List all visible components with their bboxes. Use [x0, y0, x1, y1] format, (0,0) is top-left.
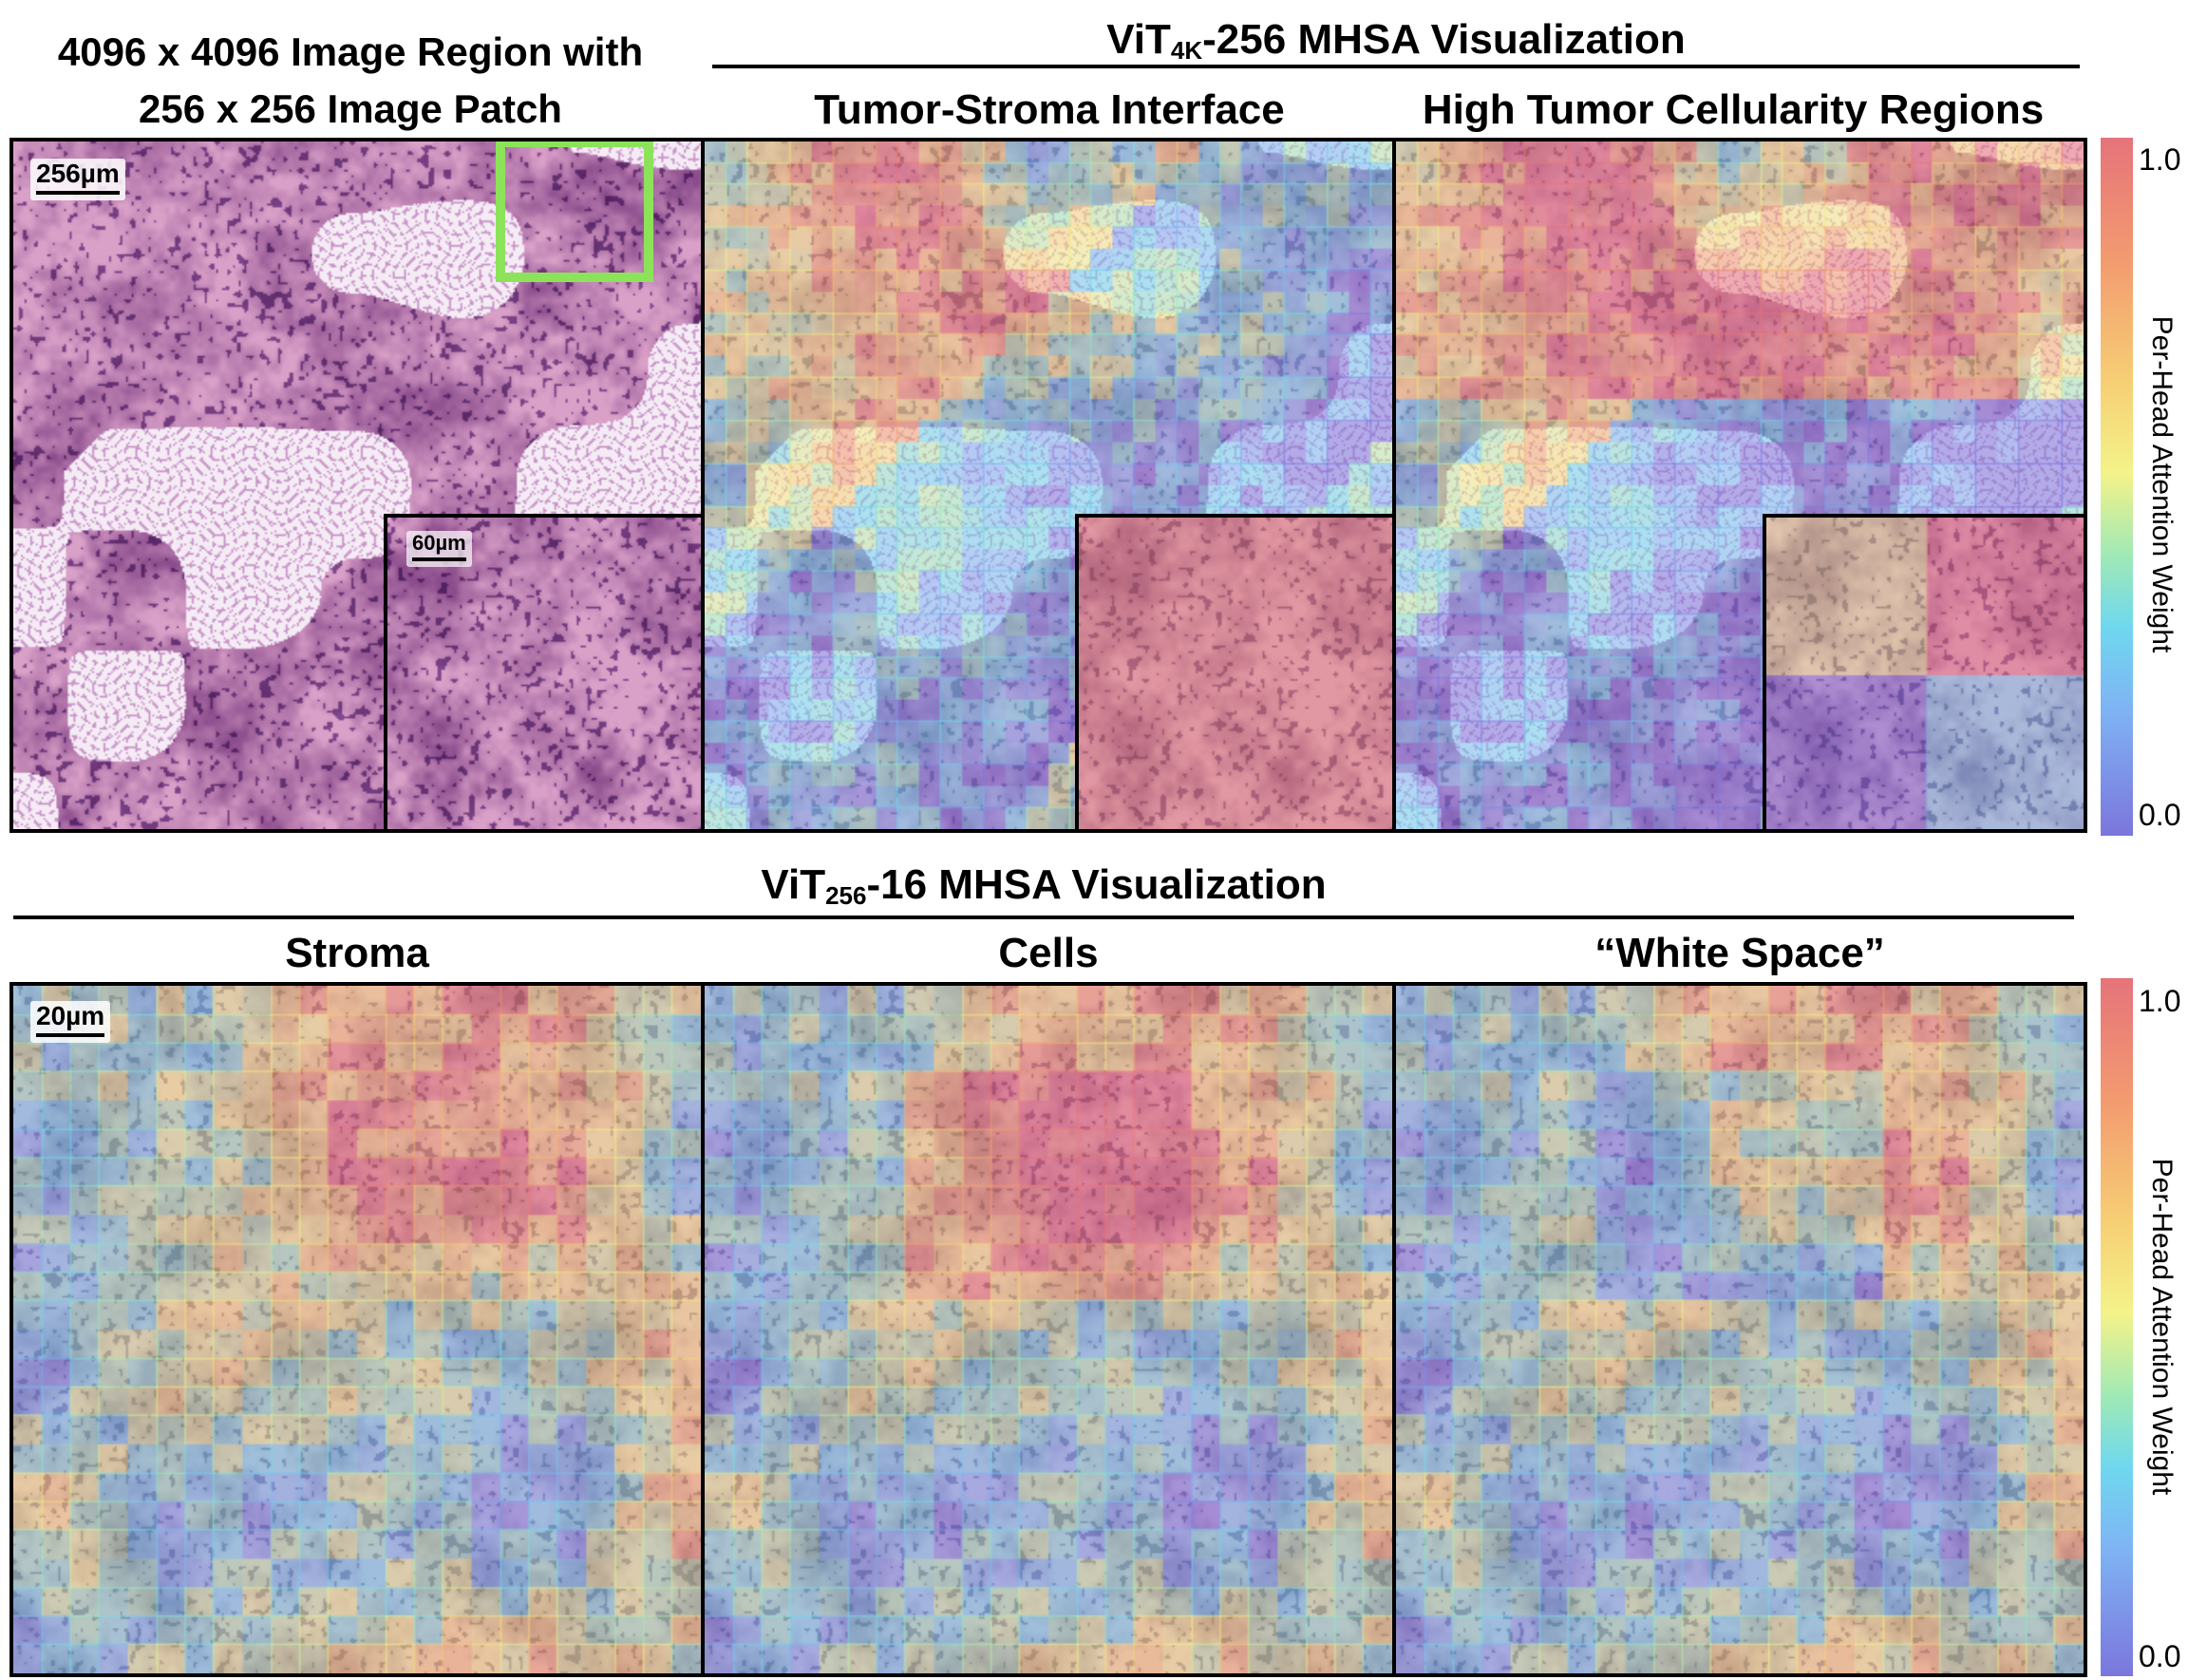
vit256-section-title: ViT256-16 MHSA Visualization	[13, 861, 2074, 909]
scalebar-60um-label: 60µm	[412, 531, 466, 555]
heatmap-cells-panel	[701, 982, 1396, 1677]
colorbar-bottom	[2101, 978, 2133, 1676]
scalebar-20um-label: 20µm	[36, 1001, 105, 1030]
heatmap-stroma-panel: 20µm	[9, 982, 705, 1677]
heatmap-high-cellularity-panel	[1392, 138, 2087, 833]
heatmap-high-cellularity-inset-image	[1766, 518, 2084, 829]
colorbar-bottom-min-tick: 0.0	[2139, 1639, 2181, 1673]
scalebar-20um: 20µm	[30, 1001, 111, 1043]
colorbar-top	[2101, 138, 2133, 836]
vit4k-section-rule	[712, 65, 2080, 68]
colorbar-top-max-tick: 1.0	[2139, 142, 2181, 177]
scalebar-256um: 256µm	[30, 159, 125, 200]
heatmap-white-space-image	[1396, 986, 2084, 1673]
vit4k-prefix: ViT	[1106, 16, 1171, 63]
panel-title-tumor-stroma: Tumor-Stroma Interface	[814, 86, 1285, 133]
he-zoom-inset-image	[387, 518, 701, 829]
vit256-suffix: -16 MHSA Visualization	[866, 861, 1327, 908]
heatmap-high-cellularity-inset	[1763, 514, 2084, 829]
panel-title-cells: Cells	[998, 930, 1099, 976]
left-title-line1: 4096 x 4096 Image Region with	[57, 29, 644, 74]
he-region-panel: 256µm 60µm	[9, 138, 705, 833]
vit256-prefix: ViT	[761, 861, 826, 908]
heatmap-white-space-panel	[1392, 982, 2087, 1677]
colorbar-top-min-tick: 0.0	[2139, 798, 2181, 832]
vit4k-sub: 4K	[1170, 36, 1203, 65]
he-zoom-inset: 60µm	[384, 514, 701, 829]
panel-title-high-cellularity: High Tumor Cellularity Regions	[1422, 86, 2045, 133]
heatmap-stroma-image	[13, 986, 701, 1673]
heatmap-tumor-stroma-inset	[1075, 514, 1392, 829]
vit256-sub: 256	[825, 881, 867, 910]
panel-title-white-space: “White Space”	[1594, 930, 1885, 976]
vit4k-section-title: ViT4K-256 MHSA Visualization	[712, 16, 2080, 64]
panel-title-stroma: Stroma	[285, 930, 429, 976]
vit4k-suffix: -256 MHSA Visualization	[1202, 16, 1686, 63]
patch-highlight-box	[496, 142, 653, 282]
scalebar-256um-label: 256µm	[36, 159, 120, 188]
heatmap-tumor-stroma-panel	[701, 138, 1396, 833]
left-title-line2: 256 x 256 Image Patch	[139, 86, 562, 131]
colorbar-bottom-max-tick: 1.0	[2139, 984, 2181, 1018]
vit256-section-rule	[13, 916, 2074, 919]
heatmap-tumor-stroma-inset-image	[1079, 518, 1392, 829]
colorbar-bottom-label: Per-Head Attention Weight	[2146, 1158, 2178, 1496]
scalebar-60um: 60µm	[406, 531, 472, 567]
colorbar-top-label: Per-Head Attention Weight	[2146, 315, 2178, 653]
heatmap-cells-image	[705, 986, 1392, 1673]
